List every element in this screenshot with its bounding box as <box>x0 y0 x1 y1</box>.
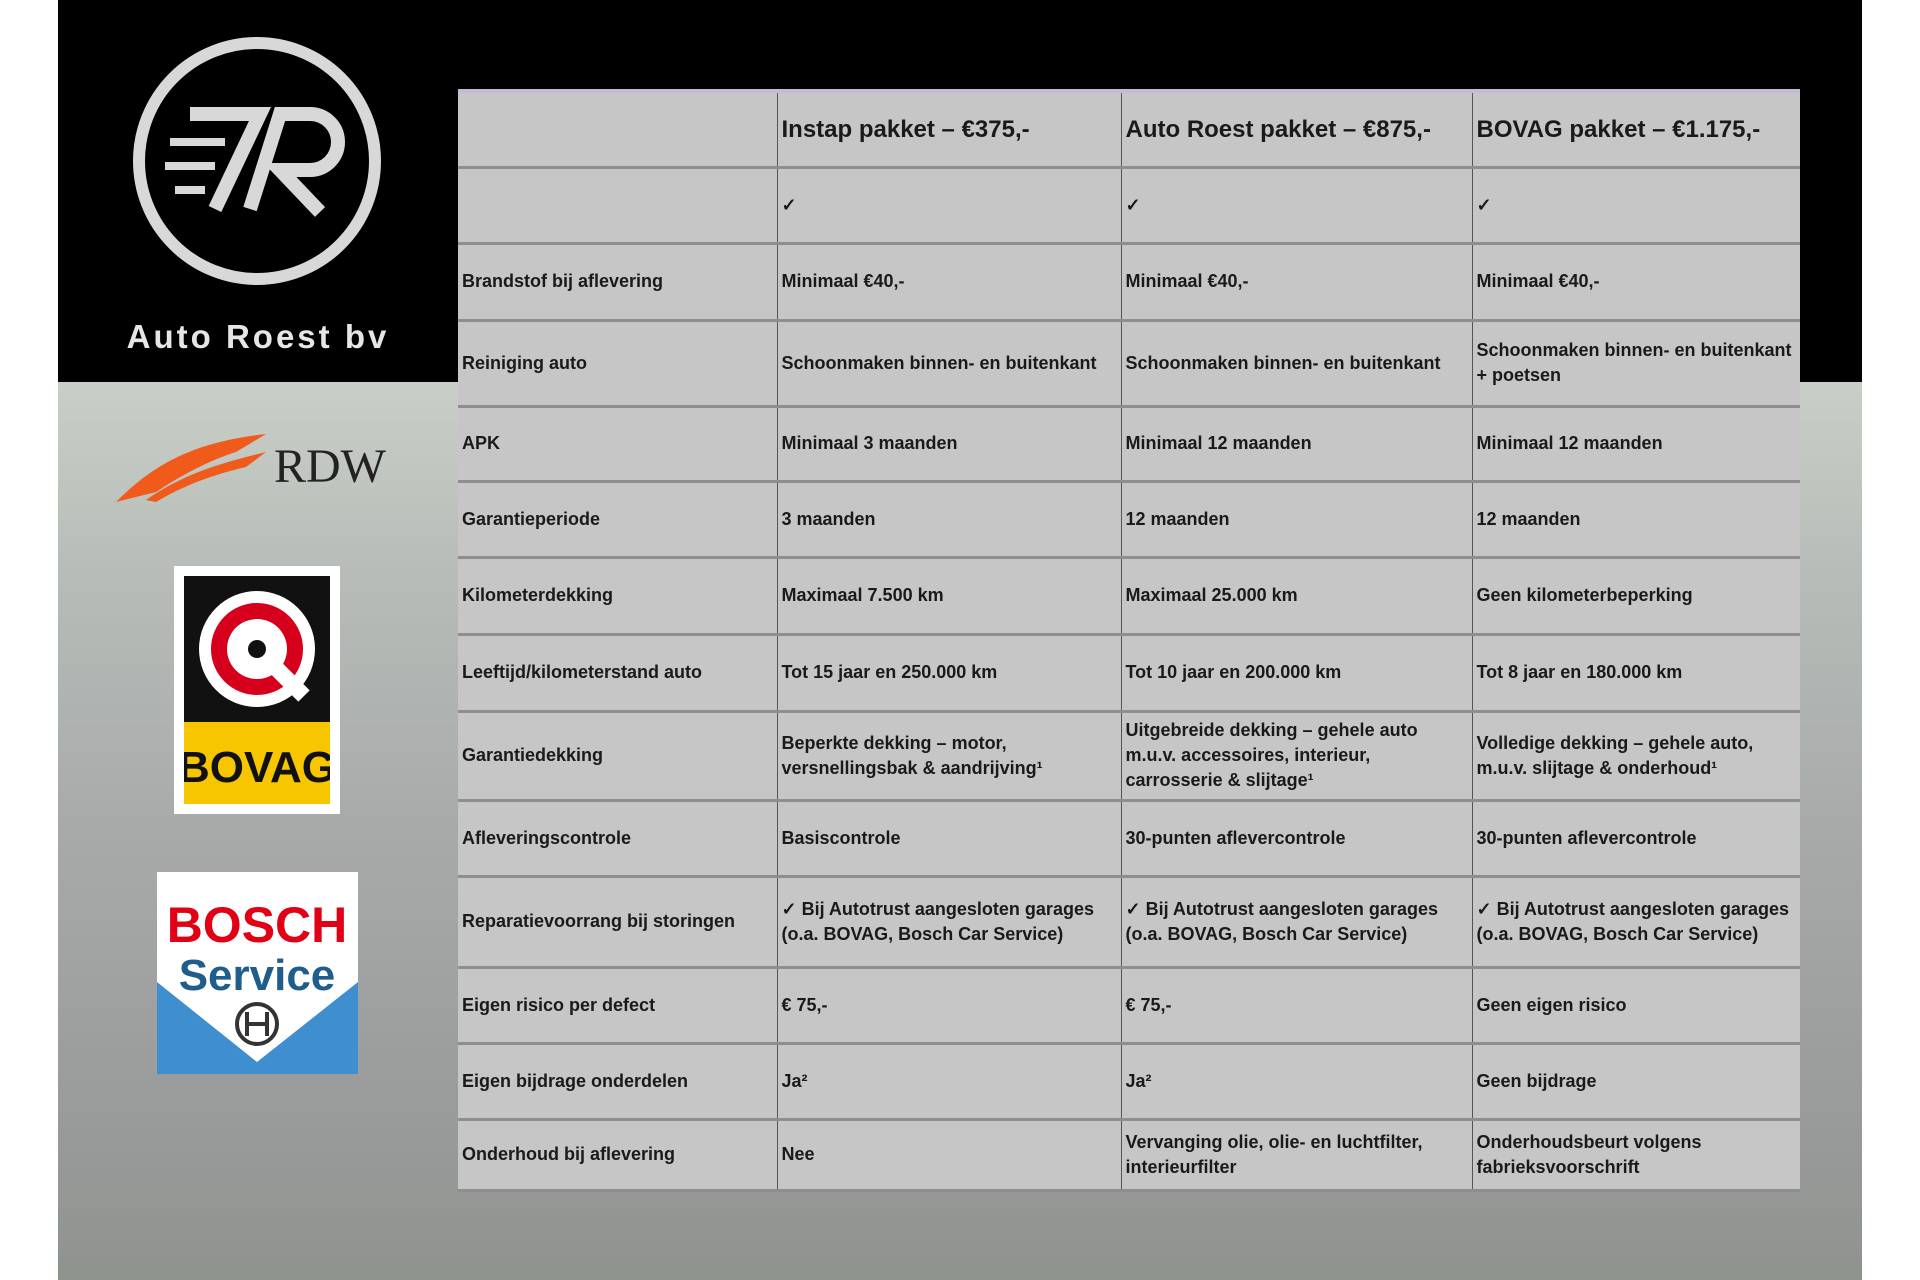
cell-value: Maximaal 25.000 km <box>1121 557 1473 636</box>
row-label: Brandstof bij aflevering <box>458 243 778 322</box>
table-row: Garantieperiode 3 maanden 12 maanden 12 maa… <box>458 481 1800 559</box>
row-label: Garantiedekking <box>458 711 778 802</box>
table-row: Leeftijd/kilometerstand auto Tot 15 jaar … <box>458 634 1800 713</box>
bovag-logo: BOVAG <box>174 566 340 814</box>
cell-value: ✓ <box>1472 167 1800 245</box>
rdw-text: RDW <box>274 440 387 493</box>
bovag-text: BOVAG <box>184 743 330 792</box>
cell-value: ✓ <box>777 167 1122 245</box>
cell-value: Schoonmaken binnen- en buitenkant + poet… <box>1472 320 1800 408</box>
row-label: Leeftijd/kilometerstand auto <box>458 634 778 713</box>
cell-value: 12 maanden <box>1121 481 1473 559</box>
package-comparison-table: Instap pakket – €375,- Auto Roest pakket… <box>458 89 1800 1192</box>
cell-value: Uitgebreide dekking – gehele auto m.u.v.… <box>1121 711 1473 802</box>
table-row: Garantiedekking Beperkte dekking – motor,… <box>458 711 1800 802</box>
cell-value: ✓ <box>1121 167 1473 245</box>
cell-value: 30-punten aflevercontrole <box>1472 800 1800 878</box>
table-header-row: Instap pakket – €375,- Auto Roest pakket… <box>458 89 1800 169</box>
row-label: Onderhoud bij aflevering <box>458 1119 778 1192</box>
cell-value: 30-punten aflevercontrole <box>1121 800 1473 878</box>
row-label <box>458 167 778 245</box>
row-label: Kilometerdekking <box>458 557 778 636</box>
cell-value: Basiscontrole <box>777 800 1122 878</box>
cell-value: Ja² <box>777 1043 1122 1121</box>
table-row: Reiniging auto Schoonmaken binnen- en bui… <box>458 320 1800 408</box>
row-label: Eigen risico per defect <box>458 967 778 1045</box>
table-row: Afleveringscontrole Basiscontrole 30-punte… <box>458 800 1800 878</box>
cell-value: Minimaal 12 maanden <box>1472 406 1800 483</box>
cell-value: 12 maanden <box>1472 481 1800 559</box>
cell-value: 3 maanden <box>777 481 1122 559</box>
header-cell: BOVAG pakket – €1.175,- <box>1472 89 1800 169</box>
cell-value: Minimaal €40,- <box>1472 243 1800 322</box>
rdw-logo: RDW <box>116 434 387 502</box>
cell-value: Geen bijdrage <box>1472 1043 1800 1121</box>
cell-value: Ja² <box>1121 1043 1473 1121</box>
table-row: Reparatievoorrang bij storingen ✓ Bij Aut… <box>458 876 1800 969</box>
cell-value: Minimaal 12 maanden <box>1121 406 1473 483</box>
cell-value: ✓ Bij Autotrust aangesloten garages (o.a… <box>777 876 1122 969</box>
cell-value: Onderhoudsbeurt volgens fabrieksvoorschr… <box>1472 1119 1800 1192</box>
row-label: Reparatievoorrang bij storingen <box>458 876 778 969</box>
row-label: Reiniging auto <box>458 320 778 408</box>
bosch-service-logo: BOSCH Service <box>157 872 358 1074</box>
table-row: APK Minimaal 3 maanden Minimaal 12 maanden… <box>458 406 1800 483</box>
cell-value: € 75,- <box>777 967 1122 1045</box>
cell-value: Tot 8 jaar en 180.000 km <box>1472 634 1800 713</box>
table-row: ✓ ✓ ✓ <box>458 167 1800 245</box>
table-row: Onderhoud bij aflevering Nee Vervanging ol… <box>458 1119 1800 1192</box>
table-row: Eigen risico per defect € 75,- € 75,- Geen … <box>458 967 1800 1045</box>
row-label: Garantieperiode <box>458 481 778 559</box>
cell-value: Tot 15 jaar en 250.000 km <box>777 634 1122 713</box>
cell-value: Volledige dekking – gehele auto, m.u.v. … <box>1472 711 1800 802</box>
row-label: APK <box>458 406 778 483</box>
cell-value: Geen eigen risico <box>1472 967 1800 1045</box>
cell-value: Geen kilometerbeperking <box>1472 557 1800 636</box>
svg-text:Service: Service <box>179 951 336 1000</box>
cell-value: Tot 10 jaar en 200.000 km <box>1121 634 1473 713</box>
cell-value: Schoonmaken binnen- en buitenkant <box>1121 320 1473 408</box>
table-row: Eigen bijdrage onderdelen Ja² Ja² Geen bijd… <box>458 1043 1800 1121</box>
table-row: Kilometerdekking Maximaal 7.500 km Maximaa… <box>458 557 1800 636</box>
cell-value: Nee <box>777 1119 1122 1192</box>
cell-value: Minimaal €40,- <box>1121 243 1473 322</box>
cell-value: Schoonmaken binnen- en buitenkant <box>777 320 1122 408</box>
auto-roest-logo <box>133 37 381 285</box>
cell-value: ✓ Bij Autotrust aangesloten garages (o.a… <box>1472 876 1800 969</box>
cell-value: Vervanging olie, olie- en luchtfilter, i… <box>1121 1119 1473 1192</box>
cell-value: Minimaal €40,- <box>777 243 1122 322</box>
header-cell <box>458 89 778 169</box>
cell-value: ✓ Bij Autotrust aangesloten garages (o.a… <box>1121 876 1473 969</box>
cell-value: Maximaal 7.500 km <box>777 557 1122 636</box>
header-cell: Instap pakket – €375,- <box>777 89 1122 169</box>
table-row: Brandstof bij aflevering Minimaal €40,- Mi… <box>458 243 1800 322</box>
header-cell: Auto Roest pakket – €875,- <box>1121 89 1473 169</box>
svg-text:BOSCH: BOSCH <box>167 897 348 953</box>
brand-name: Auto Roest bv <box>126 318 390 355</box>
row-label: Afleveringscontrole <box>458 800 778 878</box>
cell-value: Minimaal 3 maanden <box>777 406 1122 483</box>
row-label: Eigen bijdrage onderdelen <box>458 1043 778 1121</box>
cell-value: € 75,- <box>1121 967 1473 1045</box>
cell-value: Beperkte dekking – motor, versnellingsba… <box>777 711 1122 802</box>
